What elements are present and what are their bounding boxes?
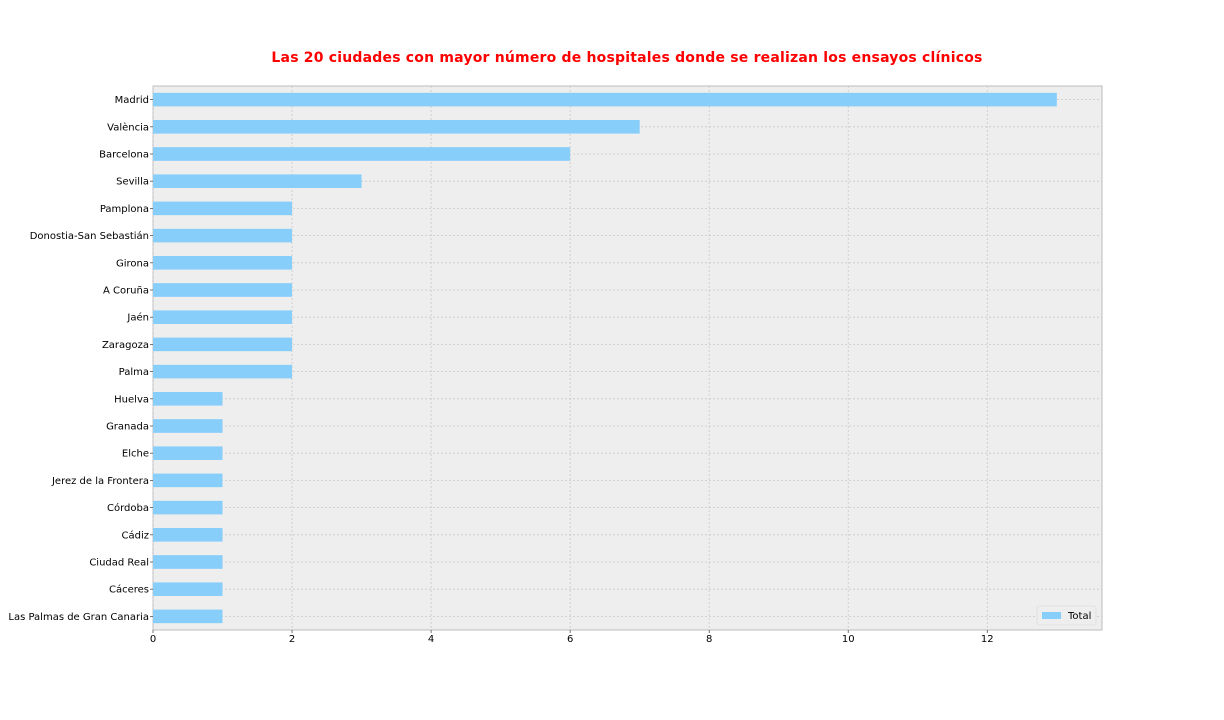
category-label: Córdoba [107,502,149,514]
bar-1 [153,120,640,134]
x-tick-label: 12 [981,634,994,645]
category-label: Cádiz [122,529,150,541]
category-label: A Coruña [103,286,149,297]
bar-18 [153,582,223,596]
category-label: Elche [122,449,149,460]
x-tick-label: 10 [842,634,855,645]
bar-2 [153,147,571,161]
x-tick-label: 2 [289,634,295,645]
chart-title: Las 20 ciudades con mayor número de hosp… [271,50,983,66]
legend-box [1036,605,1097,626]
bar-17 [153,555,223,569]
bar-8 [153,310,293,324]
bar-6 [153,256,293,270]
category-label: Jerez de la Frontera [51,476,149,487]
category-label: Jaén [126,312,149,324]
bar-4 [153,201,293,216]
bar-12 [153,419,223,433]
x-tick-label: 8 [706,634,712,645]
legend-swatch [1042,612,1061,619]
category-labels: Madrid València Barcelona Sevilla Pamplona Do… [8,95,153,623]
plot-area [152,85,1103,631]
category-label: Sevilla [116,177,149,188]
bar-13 [153,446,223,460]
x-tick-label: 4 [428,634,434,645]
category-label: Zaragoza [102,340,149,351]
category-label: Pamplona [100,204,149,215]
bar-7 [153,283,293,297]
bar-16 [153,528,223,542]
legend: Total [1036,605,1097,626]
bar-0 [153,92,1057,107]
bar-11 [153,392,223,406]
category-label: Las Palmas de Gran Canaria [8,612,149,623]
bar-14 [153,473,223,488]
category-label: Ciudad Real [89,558,149,569]
bar-5 [153,228,293,243]
category-label: Palma [119,367,149,378]
bar-9 [153,337,293,352]
category-label: Donostia-San Sebastián [30,230,149,242]
bar-19 [153,609,223,624]
x-axis-ticks: 0 2 4 6 8 10 12 [150,630,994,645]
category-label: Girona [116,258,149,269]
category-label: Huelva [114,394,149,405]
bar-3 [153,174,362,188]
bar-10 [153,364,293,379]
category-label: Cáceres [109,584,149,596]
x-tick-label: 0 [150,634,156,645]
category-label: Madrid [115,95,149,106]
category-label: Granada [106,422,149,433]
category-label: València [107,121,149,133]
x-tick-label: 6 [567,634,573,645]
category-label: Barcelona [99,150,149,161]
legend-label: Total [1067,611,1091,622]
bar-15 [153,500,223,515]
bars [153,92,1057,624]
